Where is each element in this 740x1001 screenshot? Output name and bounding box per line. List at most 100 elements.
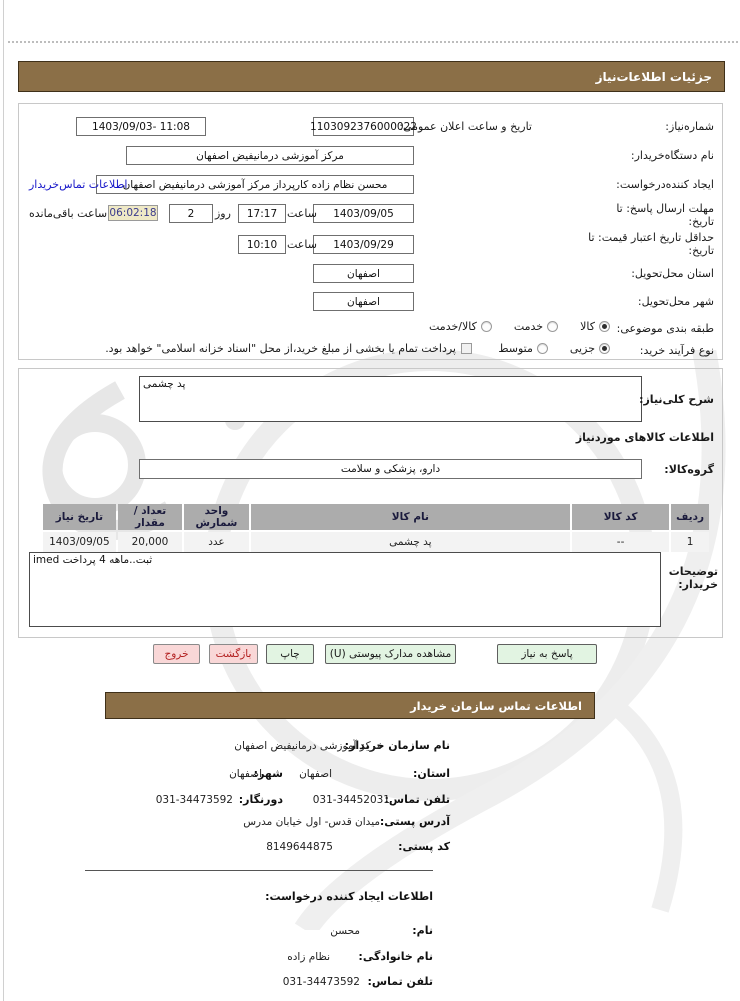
- radio-goods[interactable]: کالا: [580, 320, 610, 333]
- treasury-checkbox-label: پرداخت تمام یا بخشی از مبلغ خرید،از محل …: [105, 342, 456, 355]
- city-value: اصفهان: [229, 768, 262, 780]
- radio-minor-icon[interactable]: [599, 343, 610, 354]
- delivery-province-label: استان محل‌تحویل:: [631, 267, 714, 280]
- validity-time-input[interactable]: 10:10: [238, 235, 286, 254]
- goods-table: ردیف کد کالا نام کالا واحد شمارش تعداد /…: [41, 502, 711, 554]
- validity-date-input[interactable]: 1403/09/29: [313, 235, 414, 254]
- radio-goods-service[interactable]: کالا/خدمت: [429, 320, 492, 333]
- org-name-value: مرکز آموزشی درمانیفیض اصفهان: [234, 740, 382, 752]
- contact-title-bar: اطلاعات تماس سازمان خریدار: [105, 692, 595, 719]
- details-title: جزئیات اطلاعات‌نیاز: [595, 69, 712, 84]
- radio-goods-icon[interactable]: [599, 321, 610, 332]
- deadline-days-input[interactable]: 2: [169, 204, 213, 223]
- radio-goods-service-label: کالا/خدمت: [429, 320, 477, 333]
- top-dotted-divider: [8, 41, 738, 43]
- delivery-city-input[interactable]: اصفهان: [313, 292, 414, 311]
- deadline-time-input[interactable]: 17:17: [238, 204, 286, 223]
- need-number-label: شماره‌نیاز:: [665, 120, 714, 133]
- contact-title: اطلاعات تماس سازمان خریدار: [410, 698, 582, 713]
- countdown-timer: 06:02:18: [108, 205, 158, 221]
- radio-medium-icon[interactable]: [536, 343, 548, 354]
- radio-goods-service-icon[interactable]: [480, 321, 492, 332]
- last-name-value: نظام زاده: [287, 951, 330, 963]
- creator-info-heading: اطلاعات ایجاد کننده درخواست:: [265, 890, 433, 903]
- need-info-panel: شماره‌نیاز: 1103092376000022 تاریخ و ساع…: [18, 103, 723, 360]
- col-quantity: تعداد / مقدار: [117, 504, 183, 530]
- goods-group-label: گروه‌کالا:: [664, 463, 714, 476]
- province-label: استان:: [413, 767, 450, 780]
- creator-phone-label: تلفن تماس:: [367, 975, 433, 988]
- details-title-bar: جزئیات اطلاعات‌نیاز: [18, 61, 725, 92]
- radio-minor-label: جزیی: [569, 342, 595, 355]
- col-goods-code: کد کالا: [572, 504, 670, 530]
- phone-label: تلفن تماس:: [384, 793, 450, 806]
- radio-goods-label: کالا: [580, 320, 595, 333]
- goods-panel: پد چشمی شرح کلی‌نیاز: اطلاعات کالاهای مو…: [18, 368, 723, 638]
- radio-medium-label: متوسط: [498, 342, 533, 355]
- col-goods-name: نام کالا: [250, 504, 570, 530]
- announce-datetime-input[interactable]: 1403/09/03- 11:08: [76, 117, 206, 136]
- address-value: میدان قدس- اول خیابان مدرس: [243, 816, 380, 828]
- need-desc-label: شرح کلی‌نیاز:: [639, 393, 714, 406]
- col-row-number: ردیف: [671, 504, 709, 530]
- goods-info-heading: اطلاعات کالاهای موردنیاز: [575, 431, 714, 444]
- creator-phone-value: 031-34473592: [282, 976, 360, 988]
- attachments-button[interactable]: مشاهده مدارک پیوستی (U): [325, 644, 456, 664]
- buyer-notes-textarea[interactable]: ثبت..ماهه 4 پرداخت imed: [29, 552, 661, 627]
- radio-medium[interactable]: متوسط: [498, 342, 548, 355]
- goods-table-header-row: ردیف کد کالا نام کالا واحد شمارش تعداد /…: [43, 504, 709, 530]
- back-button[interactable]: بازگشت: [209, 644, 258, 664]
- cell-quantity: 20,000: [117, 532, 183, 552]
- first-name-label: نام:: [412, 924, 433, 937]
- buyer-org-input[interactable]: مرکز آموزشی درمانیفیض اصفهان: [126, 146, 414, 165]
- validity-hour-label: ساعت: [287, 238, 317, 251]
- cell-goods-code: --: [572, 532, 670, 552]
- subject-class-label: طبقه بندی موضوعی:: [616, 322, 714, 335]
- deadline-date-input[interactable]: 1403/09/05: [313, 204, 414, 223]
- page-left-border: [3, 0, 4, 1001]
- radio-service-icon[interactable]: [547, 321, 559, 332]
- deadline-label: مهلت ارسال پاسخ: تا تاریخ:: [616, 202, 714, 228]
- address-label: آدرس پستی:: [379, 815, 450, 828]
- col-unit: واحد شمارش: [184, 504, 249, 530]
- cell-goods-name: پد چشمی: [250, 532, 570, 552]
- cell-need-date: 1403/09/05: [43, 532, 116, 552]
- delivery-province-input[interactable]: اصفهان: [313, 264, 414, 283]
- deadline-hour-label: ساعت: [287, 207, 317, 220]
- buyer-org-label: نام دستگاه‌خریدار:: [630, 149, 714, 162]
- print-button[interactable]: چاپ: [266, 644, 314, 664]
- treasury-checkbox[interactable]: [461, 343, 472, 354]
- creator-label: ایجاد کننده‌درخواست:: [616, 178, 714, 191]
- postal-code-label: کد پستی:: [398, 840, 450, 853]
- announce-datetime-label: تاریخ و ساعت اعلان عمومی:: [399, 120, 532, 133]
- goods-group-input[interactable]: دارو، پزشکی و سلامت: [139, 459, 642, 479]
- exit-button[interactable]: خروج: [153, 644, 200, 664]
- phone-value: 031-34452031: [312, 794, 390, 806]
- radio-minor[interactable]: جزیی: [570, 342, 610, 355]
- section-divider: [85, 870, 433, 871]
- col-need-date: تاریخ نیاز: [43, 504, 116, 530]
- buyer-contact-link[interactable]: اطلاعات تماس‌خریدار: [29, 178, 128, 191]
- cell-unit: عدد: [184, 532, 249, 552]
- countdown-label: ساعت باقی‌مانده: [29, 207, 108, 220]
- cell-row-number: 1: [671, 532, 709, 552]
- radio-service-label: خدمت: [513, 320, 544, 333]
- creator-input[interactable]: محسن نظام زاده کارپرداز مرکز آموزشی درما…: [96, 175, 414, 194]
- need-desc-textarea[interactable]: پد چشمی: [139, 376, 642, 422]
- last-name-label: نام خانوادگی:: [358, 950, 433, 963]
- radio-service[interactable]: خدمت: [513, 320, 559, 333]
- deadline-day-label: روز: [215, 207, 231, 220]
- postal-code-value: 8149644875: [266, 841, 333, 853]
- goods-table-row: 1 -- پد چشمی عدد 20,000 1403/09/05: [43, 532, 709, 552]
- subject-class-radios: کالا خدمت کالا/خدمت: [429, 320, 610, 333]
- fax-value: 031-34473592: [155, 794, 233, 806]
- first-name-value: محسن: [330, 925, 360, 937]
- fax-label: دورنگار:: [238, 793, 283, 806]
- reply-button[interactable]: پاسخ به نیاز: [497, 644, 597, 664]
- delivery-city-label: شهر محل‌تحویل:: [637, 295, 714, 308]
- need-number-input[interactable]: 1103092376000022: [310, 117, 417, 136]
- process-type-radios: جزیی متوسط: [498, 342, 610, 355]
- province-value: اصفهان: [299, 768, 332, 780]
- validity-label: حداقل تاریخ اعتبار قیمت: تا تاریخ:: [588, 231, 714, 257]
